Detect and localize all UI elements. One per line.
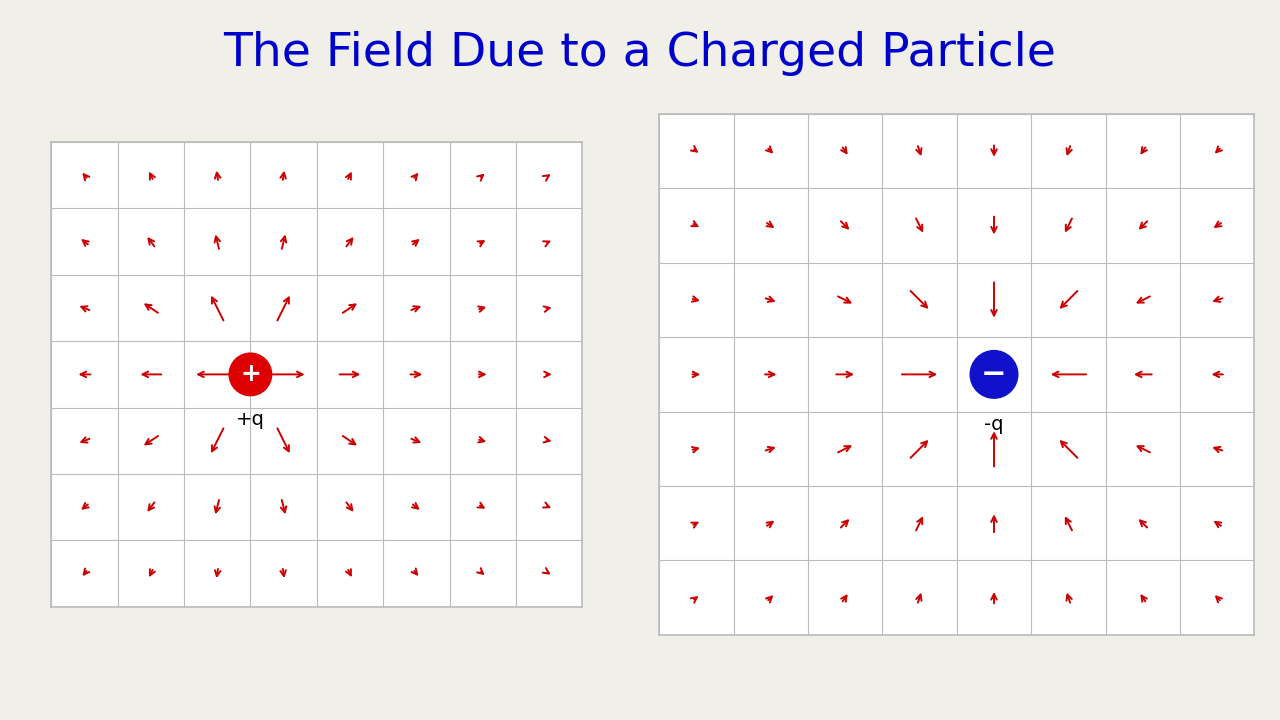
Text: +q: +q <box>236 410 265 429</box>
Text: −: − <box>982 360 1007 389</box>
Text: The Field Due to a Charged Particle: The Field Due to a Charged Particle <box>224 32 1056 76</box>
Circle shape <box>229 353 271 396</box>
Circle shape <box>970 351 1018 398</box>
Text: +: + <box>239 362 261 387</box>
Text: -q: -q <box>984 415 1004 434</box>
